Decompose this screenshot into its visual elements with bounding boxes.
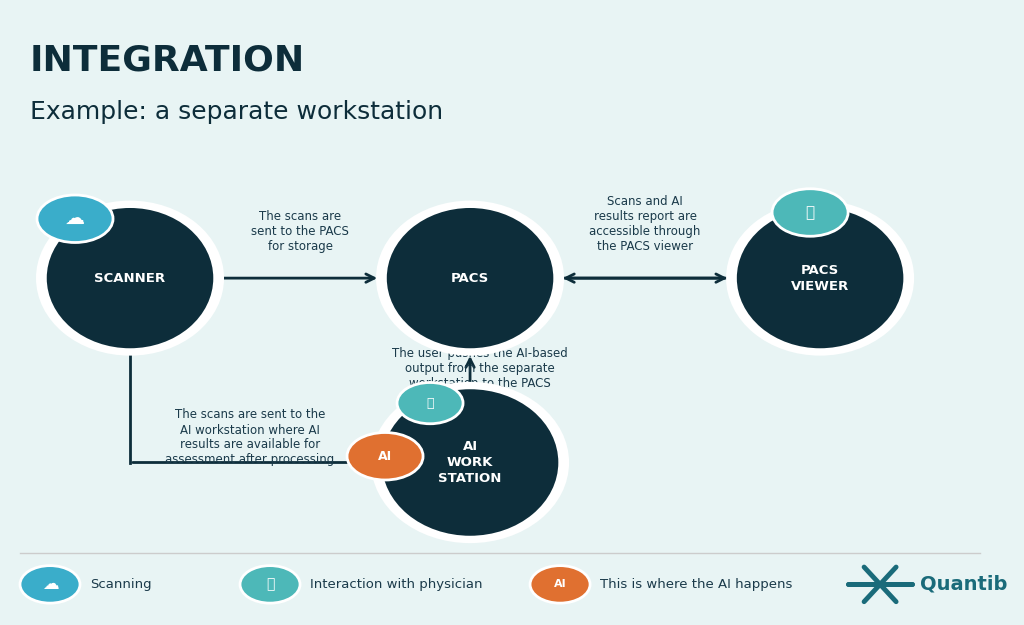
Text: PACS
VIEWER: PACS VIEWER (791, 264, 849, 292)
Text: 🖥: 🖥 (266, 578, 274, 591)
Circle shape (530, 566, 590, 603)
Ellipse shape (735, 206, 905, 350)
Text: INTEGRATION: INTEGRATION (30, 44, 305, 78)
Text: AI
WORK
STATION: AI WORK STATION (438, 440, 502, 485)
Circle shape (347, 432, 423, 480)
Text: ☁: ☁ (66, 210, 84, 227)
Text: PACS: PACS (451, 272, 489, 284)
Text: 🖥: 🖥 (806, 205, 815, 220)
Ellipse shape (376, 201, 564, 356)
Text: The scans are
sent to the PACS
for storage: The scans are sent to the PACS for stora… (251, 210, 349, 253)
Text: ☁: ☁ (42, 576, 58, 593)
Circle shape (37, 195, 113, 242)
Ellipse shape (380, 388, 560, 538)
Circle shape (772, 189, 848, 236)
Ellipse shape (45, 206, 215, 350)
Text: SCANNER: SCANNER (94, 272, 166, 284)
Text: The scans are sent to the
AI workstation where AI
results are available for
asse: The scans are sent to the AI workstation… (166, 409, 335, 466)
Circle shape (397, 382, 463, 424)
Text: The user pushes the AI-based
output from the separate
workstation to the PACS: The user pushes the AI-based output from… (392, 348, 568, 390)
Text: 🖥: 🖥 (426, 397, 434, 409)
Ellipse shape (371, 382, 569, 543)
Ellipse shape (726, 201, 914, 356)
Ellipse shape (36, 201, 224, 356)
Text: ☁: ☁ (66, 209, 85, 228)
Text: Scanning: Scanning (90, 578, 152, 591)
Text: Interaction with physician: Interaction with physician (310, 578, 482, 591)
Text: Example: a separate workstation: Example: a separate workstation (30, 100, 443, 124)
Circle shape (20, 566, 80, 603)
Circle shape (240, 566, 300, 603)
Text: This is where the AI happens: This is where the AI happens (600, 578, 793, 591)
Text: AI: AI (554, 579, 566, 589)
Text: AI: AI (378, 450, 392, 462)
Text: Scans and AI
results report are
accessible through
the PACS viewer: Scans and AI results report are accessib… (590, 195, 700, 253)
Ellipse shape (385, 206, 555, 350)
Text: Quantib: Quantib (921, 575, 1008, 594)
